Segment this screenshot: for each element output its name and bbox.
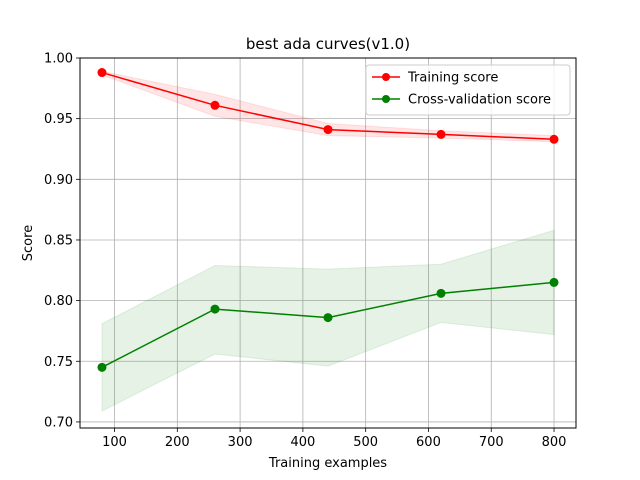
training-score-point [210, 100, 220, 110]
x-tick-label: 600 [416, 435, 441, 450]
x-axis-title: Training examples [268, 456, 387, 471]
chart-title: best ada curves(v1.0) [246, 35, 410, 53]
y-tick-label: 0.80 [44, 294, 73, 309]
x-tick-label: 100 [102, 435, 127, 450]
grid [80, 57, 576, 428]
x-tick-label: 500 [353, 435, 378, 450]
legend-training-marker [382, 73, 390, 81]
legend-cross-validation-marker [382, 95, 390, 103]
y-tick-label: 0.70 [44, 415, 73, 430]
confidence-bands [101, 70, 555, 412]
cross-validation-score-point [97, 362, 107, 372]
training-score-point [436, 129, 446, 139]
y-axis-ticks: 0.70 0.75 0.80 0.85 0.90 0.95 1.00 [44, 52, 80, 430]
x-tick-label: 800 [542, 435, 567, 450]
x-tick-label: 400 [290, 435, 315, 450]
y-tick-label: 0.95 [44, 112, 73, 127]
series-points [97, 68, 559, 372]
training-score-point [549, 134, 559, 144]
cross-validation-score-point [549, 277, 559, 287]
legend-cross-validation-label: Cross-validation score [408, 93, 551, 108]
cross-validation-score-point [210, 304, 220, 314]
y-axis-title: Score [21, 225, 36, 261]
y-tick-label: 0.75 [44, 355, 73, 370]
y-tick-label: 1.00 [44, 52, 73, 67]
x-tick-label: 300 [228, 435, 253, 450]
y-tick-label: 0.85 [44, 233, 73, 248]
x-tick-label: 700 [479, 435, 504, 450]
cross-validation-score-point [436, 288, 446, 298]
cross-validation-score-point [323, 313, 333, 323]
plot-area-frame [79, 57, 577, 429]
training-score-point [97, 68, 107, 78]
x-tick-label: 200 [165, 435, 190, 450]
legend-training-label: Training score [407, 71, 498, 86]
legend-box [365, 64, 571, 116]
x-axis-ticks: 100 200 300 400 500 600 700 800 [102, 428, 566, 450]
training-score-point [323, 125, 333, 135]
y-tick-label: 0.90 [44, 173, 73, 188]
legend: Training score Cross-validation score [365, 64, 571, 116]
